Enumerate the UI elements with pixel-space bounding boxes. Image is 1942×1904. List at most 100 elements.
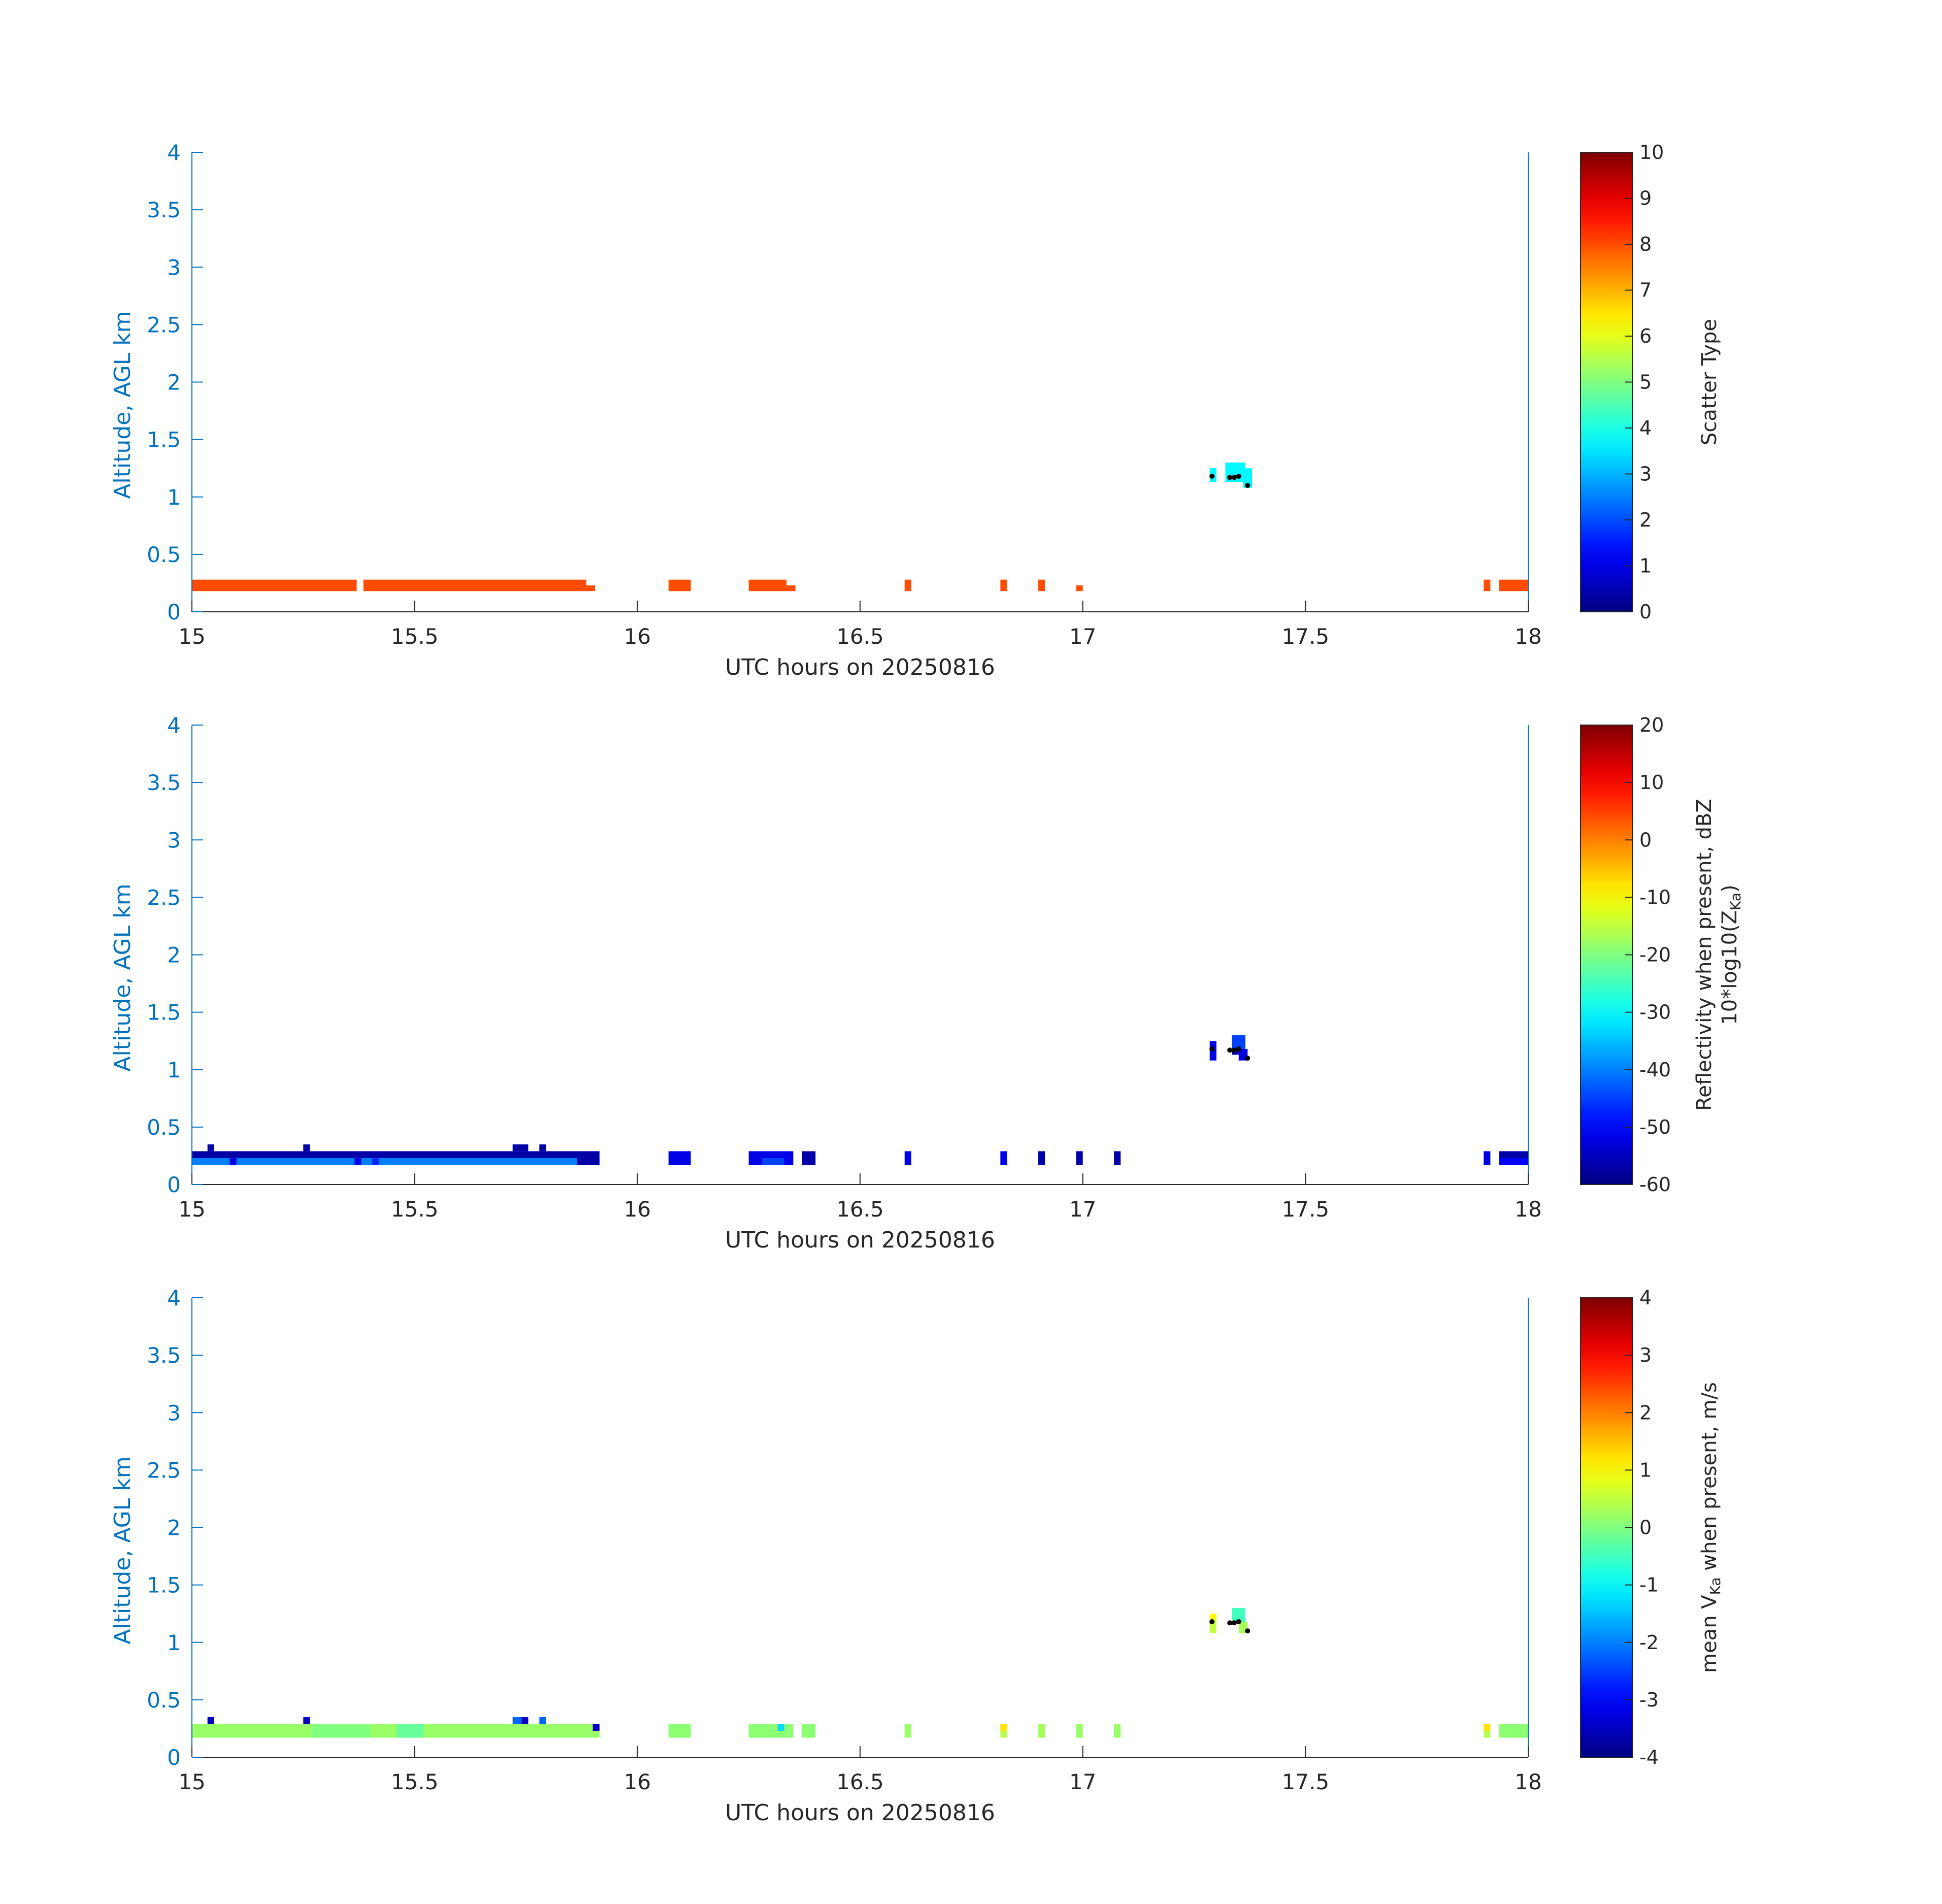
data-marker	[1209, 1046, 1215, 1052]
data-cell	[1243, 468, 1253, 488]
colorbar	[1580, 1297, 1633, 1758]
data-cell	[1499, 1158, 1528, 1165]
x-tick-label: 17.5	[1282, 1197, 1330, 1222]
colorbar	[1580, 152, 1633, 612]
data-cell	[748, 1724, 794, 1738]
x-tick-label: 18	[1515, 1769, 1541, 1794]
y-tick-label: 3	[167, 828, 181, 852]
data-cell	[668, 1724, 691, 1738]
colorbar-tick-label: -40	[1639, 1059, 1671, 1081]
x-tick-label: 18	[1515, 1197, 1541, 1222]
y-tick-label: 1	[167, 1630, 181, 1655]
data-cell	[312, 1724, 370, 1738]
x-tick-label: 17	[1069, 624, 1096, 649]
data-marker	[1245, 1056, 1250, 1061]
colorbar-tick-label: 3	[1639, 1344, 1652, 1366]
y-tick-label: 3.5	[147, 1343, 181, 1368]
data-cell	[363, 579, 586, 592]
x-tick-label: 18	[1515, 624, 1541, 649]
x-tick-label: 15.5	[391, 624, 439, 649]
data-cell	[1038, 1724, 1045, 1738]
data-cell	[777, 1724, 784, 1731]
x-tick-label: 15.5	[391, 1769, 439, 1794]
x-tick-label: 16	[624, 1769, 651, 1794]
data-cell	[1038, 579, 1045, 592]
data-cell	[229, 1158, 237, 1165]
data-cell	[1114, 1724, 1121, 1738]
panel-3: 0 0.5 1 1.5 2 2.5 3 3.5 4 15 15.5 16 16.5 17 17.5 18 UTC…	[110, 1286, 1724, 1826]
data-marker	[1236, 1619, 1241, 1625]
data-cell	[1000, 579, 1007, 592]
colorbar-tick-label: 0	[1639, 829, 1652, 851]
x-axis-label: UTC hours on 20250816	[725, 1800, 995, 1826]
data-marker	[1236, 474, 1241, 479]
data-cell	[1209, 1614, 1216, 1620]
y-tick-label: 4	[167, 140, 181, 165]
colorbar-tick-label: -20	[1639, 944, 1671, 966]
y-tick-label: 3	[167, 255, 181, 280]
colorbar-label-subscript: Ka	[1707, 1577, 1724, 1595]
data-cell	[512, 1717, 522, 1724]
x-tick-label: 16.5	[836, 1197, 884, 1222]
data-cell	[303, 1717, 310, 1724]
x-tick-label: 17.5	[1282, 624, 1330, 649]
data-marker	[1231, 1047, 1237, 1053]
x-tick-label: 15	[178, 624, 205, 649]
y-tick-label: 4	[167, 1286, 181, 1310]
colorbar-label-line2-subscript: Ka	[1727, 893, 1744, 910]
y-tick-label: 1.5	[147, 1573, 181, 1598]
colorbar-label-suffix: when present, m/s	[1698, 1382, 1721, 1577]
x-tick-label: 15.5	[391, 1197, 439, 1222]
colorbar-label: mean VKa when present, m/s	[1698, 1382, 1724, 1673]
y-tick-label: 3.5	[147, 198, 181, 222]
data-cell	[577, 1158, 600, 1165]
data-cell	[1076, 585, 1083, 592]
x-tick-label: 15	[178, 1769, 205, 1794]
colorbar-tick-label: -50	[1639, 1116, 1671, 1138]
colorbar-tick-label: 4	[1639, 1287, 1652, 1309]
data-cell	[372, 1158, 379, 1165]
colorbar-tick-label: 4	[1639, 417, 1652, 439]
data-marker	[1227, 475, 1233, 480]
data-marker	[1227, 1047, 1233, 1053]
y-tick-label: 1.5	[147, 428, 181, 452]
data-cell	[1038, 1151, 1045, 1165]
data-cell	[1114, 1151, 1121, 1165]
data-marker	[1231, 475, 1237, 480]
colorbar-tick-label: 2	[1639, 1401, 1652, 1424]
colorbar-label-text: Scatter Type	[1698, 319, 1721, 445]
colorbar	[1580, 725, 1633, 1185]
y-tick-label: 3	[167, 1400, 181, 1425]
colorbar-tick-label: 10	[1639, 141, 1664, 163]
colorbar-tick-label: 10	[1639, 771, 1664, 794]
data-cell	[192, 1158, 600, 1165]
colorbar-label: Reflectivity when present, dBZ	[1693, 799, 1716, 1111]
data-cell	[303, 1144, 310, 1152]
colorbar-tick-label: -1	[1639, 1574, 1659, 1596]
data-cell	[354, 1158, 361, 1165]
x-axis-label: UTC hours on 20250816	[725, 654, 995, 680]
data-cell	[1000, 1151, 1007, 1165]
data-marker	[1231, 1620, 1237, 1626]
y-tick-label: 0.5	[147, 542, 181, 567]
data-cell	[512, 1144, 529, 1152]
y-tick-label: 2.5	[147, 885, 181, 910]
y-tick-label: 2	[167, 943, 181, 968]
y-tick-label: 1.5	[147, 1000, 181, 1025]
data-cell	[586, 585, 595, 592]
data-cell	[1000, 1724, 1007, 1731]
data-cell	[1499, 1724, 1528, 1738]
colorbar-tick-label: -3	[1639, 1689, 1659, 1711]
colorbar-label-line2-suffix: )	[1718, 884, 1741, 893]
data-cell	[1076, 1724, 1083, 1738]
colorbar-tick-label: 8	[1639, 233, 1652, 255]
x-tick-label: 16	[624, 624, 651, 649]
data-cell	[668, 1151, 691, 1165]
y-axis-label: Altitude, AGL km	[110, 883, 136, 1071]
data-cell	[539, 1717, 546, 1724]
y-tick-label: 3.5	[147, 770, 181, 795]
colorbar-label-line2: 10*log10(ZKa)	[1718, 884, 1744, 1025]
data-cell	[397, 1724, 424, 1738]
colorbar-tick-label: 0	[1639, 601, 1652, 623]
x-tick-label: 16.5	[836, 1769, 884, 1794]
